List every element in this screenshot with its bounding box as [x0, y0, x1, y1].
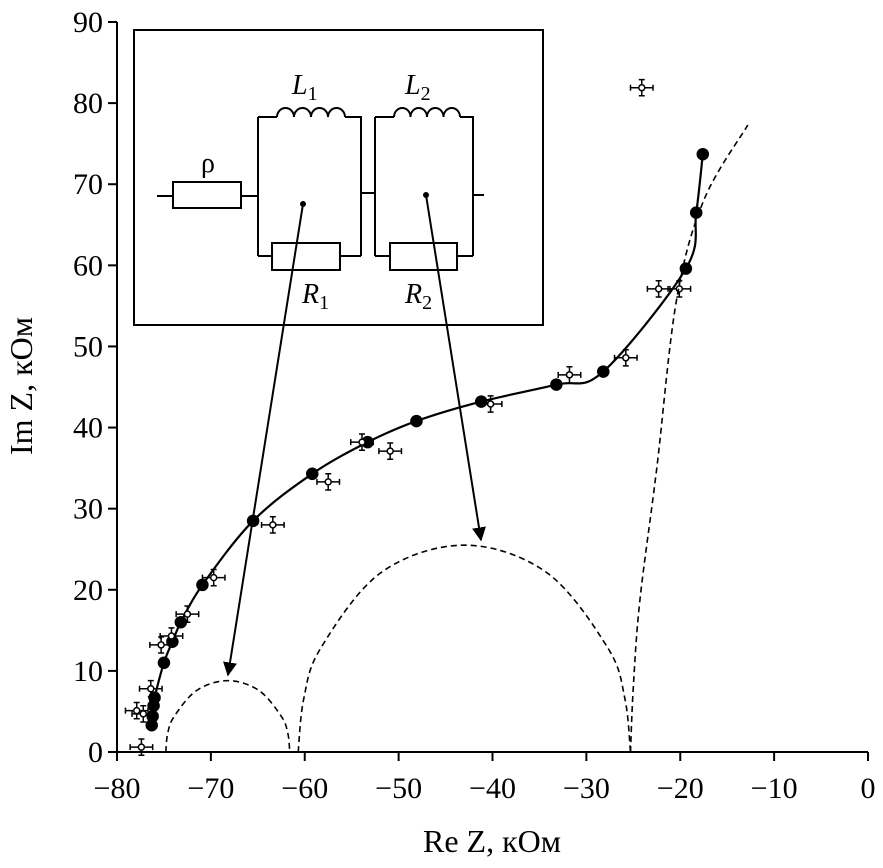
fit-point [148, 691, 161, 704]
x-tick-label: −50 [375, 772, 422, 805]
data-point [486, 400, 495, 408]
x-tick-label: −10 [751, 772, 798, 805]
label-symbol: L [291, 70, 308, 101]
y-tick-label: 20 [73, 574, 103, 607]
model-curve [629, 124, 749, 753]
y-tick-label: 80 [73, 87, 103, 120]
y-tick-label: 40 [73, 412, 103, 445]
x-tick-label: −60 [281, 772, 328, 805]
fit-point [679, 262, 693, 275]
data-point [386, 447, 394, 455]
label-subscript: 2 [421, 83, 431, 105]
data-point [132, 706, 141, 715]
y-tick-label: 60 [73, 249, 103, 282]
x-tick-label: −70 [187, 772, 234, 805]
resistor-r2 [389, 242, 458, 271]
resistor-rho [172, 181, 242, 209]
circuit-wires [157, 116, 484, 257]
y-tick-label: 30 [73, 493, 103, 526]
label-subscript: 1 [308, 83, 318, 105]
y-tick-label: 10 [73, 655, 103, 688]
y-tick-label: 70 [73, 168, 103, 201]
x-tick-label: −20 [657, 772, 704, 805]
label-symbol: R [301, 279, 319, 310]
label-symbol: R [404, 279, 422, 310]
data-point [139, 710, 148, 718]
x-axis-label: Re Z, кОм [423, 823, 561, 859]
y-tick-label: 90 [73, 6, 103, 39]
data-point [269, 521, 277, 529]
inductor-l1 [276, 107, 346, 118]
y-tick-label: 0 [88, 736, 103, 769]
data-point [137, 743, 146, 751]
data-point [157, 641, 165, 649]
model-curve [165, 679, 291, 753]
resistor-r1 [271, 242, 341, 271]
pointer-arrow [223, 203, 304, 677]
x-tick-label: −40 [469, 772, 516, 805]
fit-point [410, 414, 423, 428]
data-point [565, 371, 574, 379]
fit-point [157, 656, 171, 670]
label-subscript: 2 [422, 292, 432, 314]
label-symbol: L [404, 70, 421, 101]
inductor-l2 [393, 107, 461, 118]
fit-point [474, 395, 488, 408]
fit-point [597, 365, 610, 378]
x-tick-label: −80 [94, 772, 141, 805]
inset-circuit: ρ L1 L2 R1 R2 [133, 29, 544, 326]
inset-frame [133, 29, 544, 326]
label-subscript: 1 [319, 292, 329, 314]
data-point [147, 684, 155, 693]
x-tick-label: −30 [563, 772, 610, 805]
y-tick-label: 50 [73, 330, 103, 363]
pointer-arrow [425, 194, 486, 542]
data-point [638, 83, 646, 92]
label-r2: R2 [404, 279, 432, 314]
y-axis-label: Im Z, кОм [3, 317, 39, 455]
label-l1: L1 [291, 70, 318, 105]
fit-point [696, 147, 710, 161]
label-r1: R1 [301, 279, 329, 314]
fit-point [550, 378, 563, 391]
label-l2: L2 [404, 70, 431, 105]
data-point [167, 632, 176, 640]
fit-point [306, 467, 319, 481]
fit-point [196, 578, 209, 592]
fit-point [146, 710, 159, 723]
fit-point [689, 206, 703, 219]
data-point [324, 478, 332, 486]
label-rho: ρ [201, 148, 215, 179]
plot-area: −80 −70 −60 −50 −40 −30 −20 −10 0 0 10 20 30 40 50 60 70… [73, 6, 876, 805]
data-point [622, 354, 630, 362]
x-tick-label: 0 [861, 772, 876, 805]
data-point [183, 610, 192, 618]
data-point [654, 285, 663, 293]
model-curve [297, 544, 632, 753]
data-point [358, 438, 366, 446]
data-point [209, 573, 218, 582]
